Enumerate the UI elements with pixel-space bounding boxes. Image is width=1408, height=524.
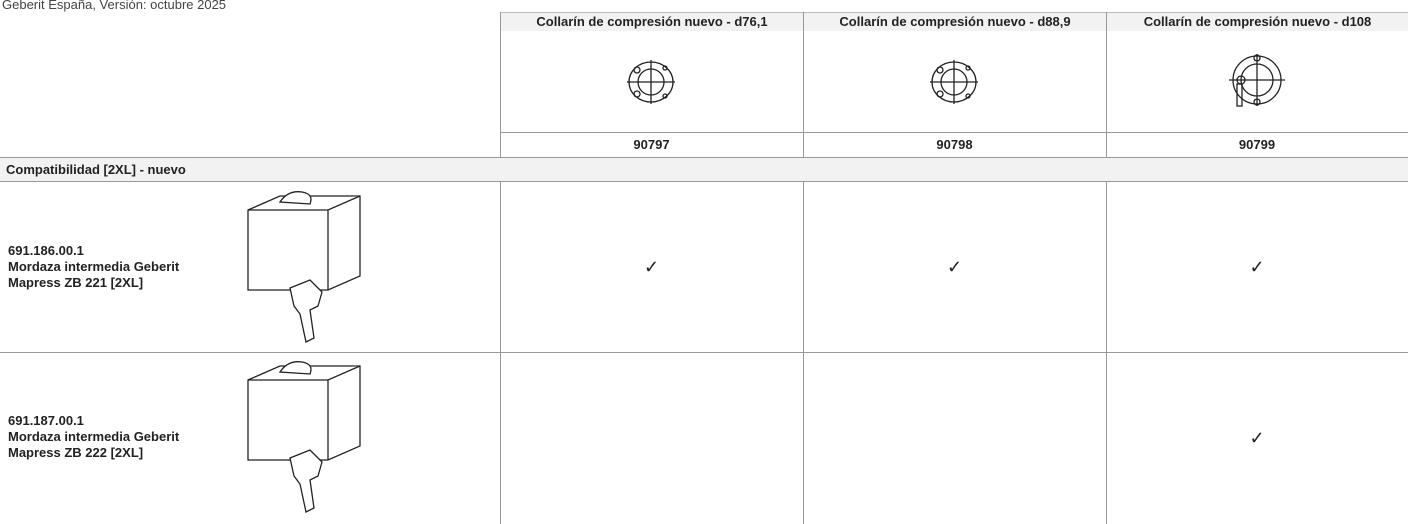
row-name: Mordaza intermedia Geberit Mapress ZB 22… (8, 259, 180, 290)
column-header: Collarín de compresión nuevo - d108 (1106, 12, 1408, 31)
doc-header: Geberit España, Versión: octubre 2025 (2, 0, 227, 12)
column-code: 90798 (936, 137, 973, 152)
collar-icons (627, 54, 1285, 107)
row-name: Mordaza intermedia Geberit Mapress ZB 22… (8, 429, 180, 460)
column-code: 90799 (1238, 137, 1276, 152)
row-code: 691.186.00.1 (8, 243, 84, 258)
row-code: 691.187.00.1 (8, 413, 84, 428)
check-mark: ✓ (643, 257, 660, 277)
rule (0, 352, 1408, 353)
rule (803, 12, 804, 158)
column-header: Collarín de compresión nuevo - d76,1 (500, 12, 803, 31)
column-header: Collarín de compresión nuevo - d88,9 (803, 12, 1106, 31)
rule (500, 132, 1408, 133)
section-row: Compatibilidad [2XL] - nuevo (0, 157, 1408, 182)
check-mark: ✓ (1249, 257, 1265, 277)
row-label: 691.186.00.1 Mordaza intermedia Geberit … (8, 243, 218, 291)
rule (1106, 182, 1107, 524)
column-code: 90797 (633, 137, 670, 152)
rule (803, 182, 804, 524)
row-label: 691.187.00.1 Mordaza intermedia Geberit … (8, 413, 218, 461)
rule (500, 12, 501, 158)
tool-icon (247, 191, 361, 343)
rule (500, 182, 501, 524)
check-mark: ✓ (1249, 428, 1265, 448)
check-mark: ✓ (946, 257, 963, 277)
rule (1106, 12, 1107, 158)
tool-icon (247, 361, 361, 513)
